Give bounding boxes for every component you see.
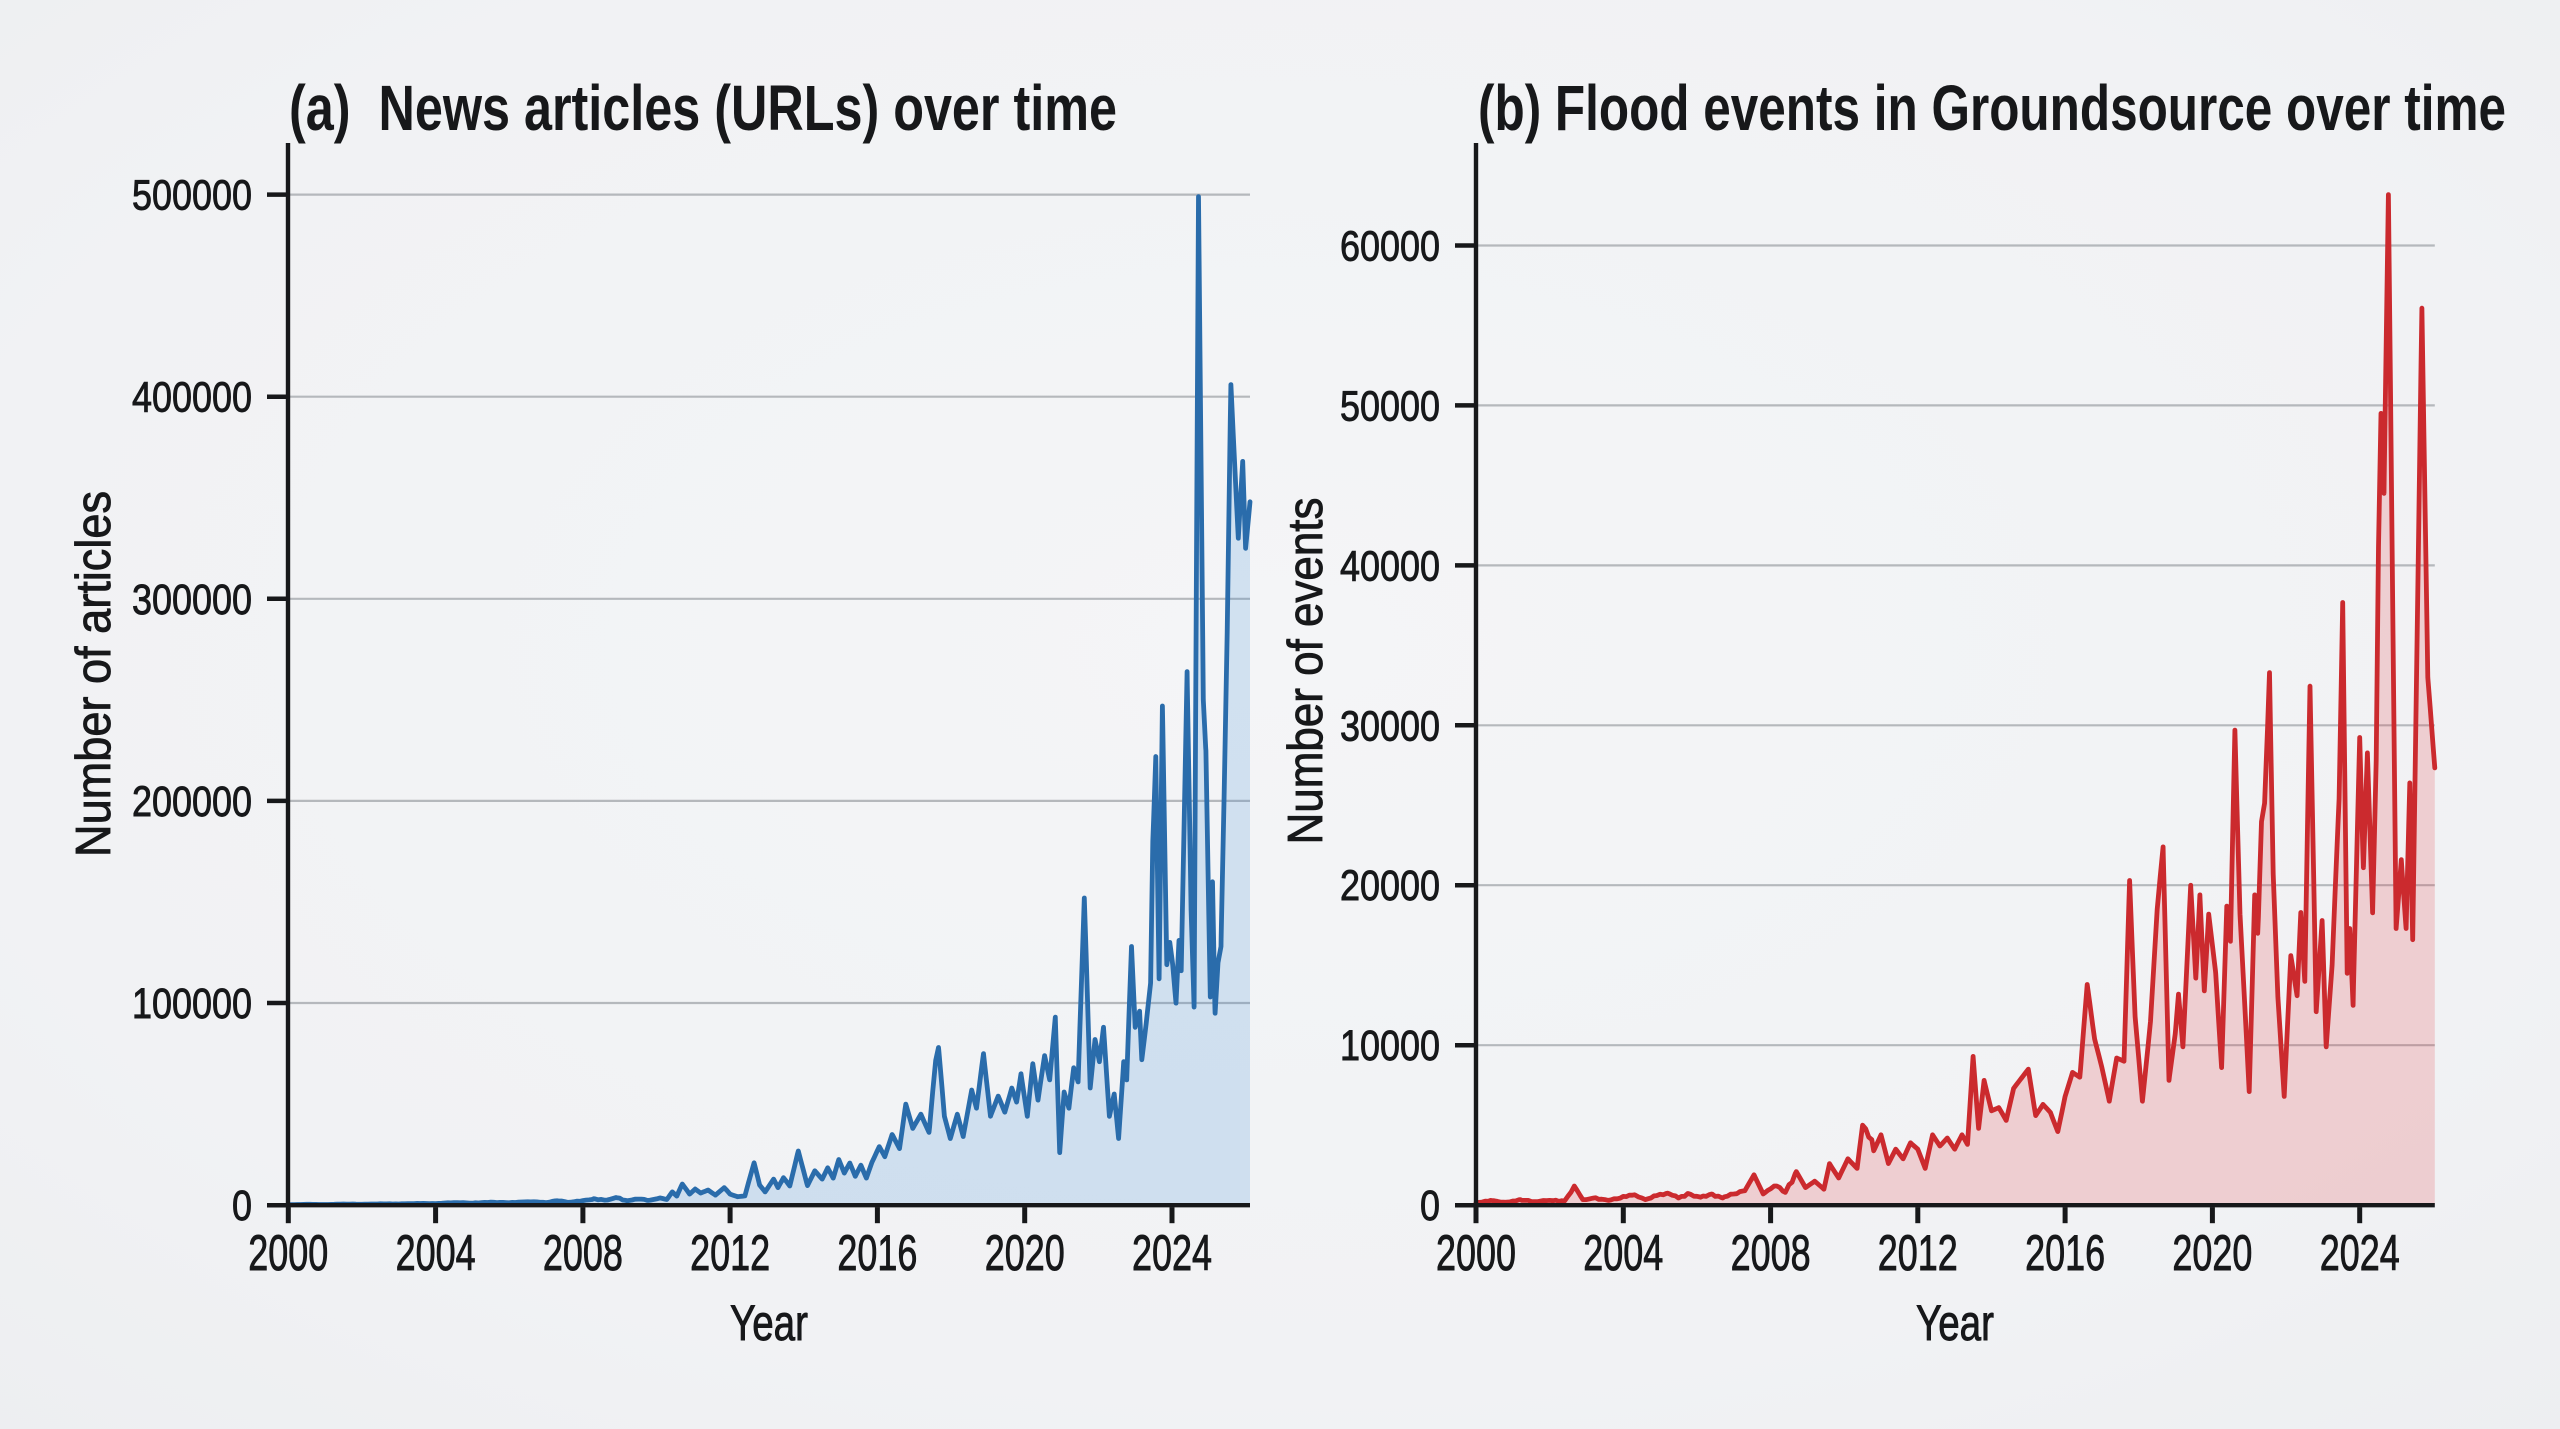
svg-text:Year: Year bbox=[1916, 1295, 1994, 1351]
svg-text:2008: 2008 bbox=[543, 1225, 623, 1281]
svg-text:10000: 10000 bbox=[1340, 1022, 1440, 1070]
svg-text:2016: 2016 bbox=[837, 1225, 917, 1281]
svg-text:20000: 20000 bbox=[1340, 862, 1440, 910]
svg-text:0: 0 bbox=[1420, 1182, 1440, 1230]
svg-text:0: 0 bbox=[232, 1182, 252, 1230]
svg-text:Year: Year bbox=[730, 1295, 808, 1351]
svg-text:2008: 2008 bbox=[1731, 1225, 1811, 1281]
svg-text:(b) Flood events in Groundsour: (b) Flood events in Groundsource over ti… bbox=[1478, 72, 2506, 144]
svg-text:Number of articles: Number of articles bbox=[67, 491, 121, 857]
svg-text:2000: 2000 bbox=[1436, 1225, 1516, 1281]
svg-text:60000: 60000 bbox=[1340, 223, 1440, 271]
svg-text:2000: 2000 bbox=[248, 1225, 328, 1281]
svg-text:200000: 200000 bbox=[132, 778, 252, 826]
svg-text:2004: 2004 bbox=[1583, 1225, 1663, 1281]
svg-text:2012: 2012 bbox=[1878, 1225, 1958, 1281]
svg-text:2020: 2020 bbox=[2172, 1225, 2252, 1281]
svg-text:2024: 2024 bbox=[1132, 1225, 1212, 1281]
svg-text:2024: 2024 bbox=[2320, 1225, 2400, 1281]
svg-text:2004: 2004 bbox=[396, 1225, 476, 1281]
svg-text:Number of events: Number of events bbox=[1279, 498, 1333, 845]
svg-text:50000: 50000 bbox=[1340, 382, 1440, 430]
svg-text:2020: 2020 bbox=[985, 1225, 1065, 1281]
svg-text:40000: 40000 bbox=[1340, 542, 1440, 590]
svg-text:100000: 100000 bbox=[132, 980, 252, 1028]
svg-text:(a) News articles (URLs) over: (a) News articles (URLs) over time bbox=[289, 72, 1117, 144]
svg-text:300000: 300000 bbox=[132, 576, 252, 624]
svg-text:2012: 2012 bbox=[690, 1225, 770, 1281]
svg-text:500000: 500000 bbox=[132, 172, 252, 220]
svg-text:2016: 2016 bbox=[2025, 1225, 2105, 1281]
svg-text:400000: 400000 bbox=[132, 374, 252, 422]
svg-text:30000: 30000 bbox=[1340, 702, 1440, 750]
